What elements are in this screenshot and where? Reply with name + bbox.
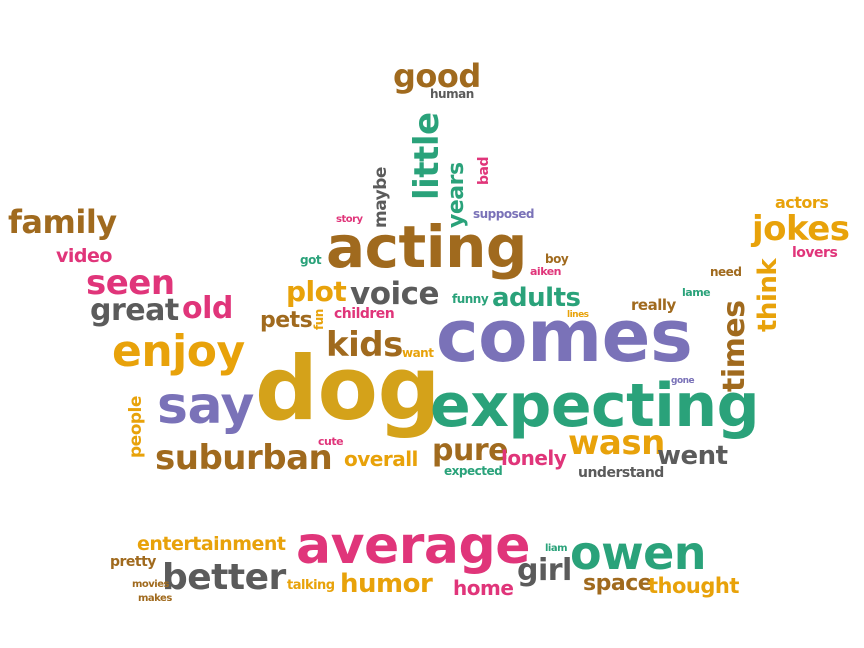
word-fun: fun (312, 309, 326, 330)
word-little: little (407, 112, 447, 200)
word-girl: girl (517, 553, 572, 588)
word-average: average (296, 516, 530, 576)
word-actors: actors (775, 193, 829, 212)
word-family: family (8, 203, 117, 241)
word-dog: dog (255, 337, 440, 440)
word-adults: adults (492, 283, 581, 313)
word-people: people (126, 396, 146, 458)
word-got: got (300, 253, 322, 267)
word-video: video (56, 245, 112, 267)
word-entertainment: entertainment (137, 533, 286, 555)
word-went: went (657, 441, 728, 471)
word-lovers: lovers (792, 245, 838, 261)
word-seen: seen (86, 263, 175, 303)
word-acting: acting (326, 213, 527, 281)
word-enjoy: enjoy (112, 326, 245, 377)
word-suburban: suburban (155, 438, 333, 478)
word-pets: pets (260, 308, 313, 333)
word-pretty: pretty (110, 554, 156, 570)
word-human: human (430, 87, 474, 101)
word-cute: cute (318, 435, 344, 448)
word-liam: liam (545, 543, 568, 554)
word-kids: kids (326, 325, 403, 365)
word-gone: gone (671, 376, 695, 386)
word-overall: overall (344, 447, 418, 471)
word-expected: expected (444, 464, 503, 478)
word-supposed: supposed (473, 207, 534, 221)
word-plot: plot (286, 275, 347, 308)
word-jokes: jokes (752, 209, 850, 249)
word-wasn: wasn (568, 423, 665, 463)
word-boy: boy (545, 252, 569, 266)
word-lame: lame (682, 286, 711, 299)
word-really: really (631, 296, 676, 314)
word-home: home (453, 576, 514, 600)
word-think: think (753, 258, 783, 332)
word-lonely: lonely (501, 446, 567, 470)
word-old: old (182, 291, 233, 326)
word-aiken: aiken (530, 265, 562, 278)
word-understand: understand (578, 465, 664, 481)
word-children: children (334, 306, 395, 322)
word-expecting: expecting (430, 371, 760, 441)
word-better: better (162, 557, 286, 598)
word-bad: bad (476, 157, 492, 185)
word-movies: movies (132, 579, 169, 590)
word-say: say (157, 376, 254, 436)
word-makes: makes (138, 593, 172, 604)
word-talking: talking (287, 578, 335, 593)
word-owen: owen (570, 526, 707, 580)
word-story: story (336, 214, 363, 225)
word-space: space (583, 571, 653, 596)
word-good: good (393, 57, 481, 95)
word-humor: humor (340, 569, 433, 599)
word-want: want (402, 346, 434, 360)
word-pure: pure (432, 433, 508, 468)
word-comes: comes (436, 294, 693, 378)
word-great: great (90, 293, 179, 328)
word-lines: lines (567, 310, 589, 320)
word-need: need (710, 265, 742, 279)
word-funny: funny (452, 292, 489, 306)
word-voice: voice (350, 276, 440, 312)
word-thought: thought (648, 574, 739, 598)
